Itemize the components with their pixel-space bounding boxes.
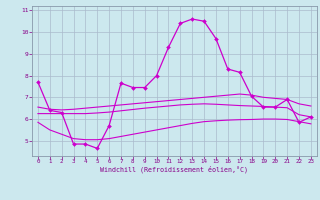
X-axis label: Windchill (Refroidissement éolien,°C): Windchill (Refroidissement éolien,°C) (100, 166, 248, 173)
